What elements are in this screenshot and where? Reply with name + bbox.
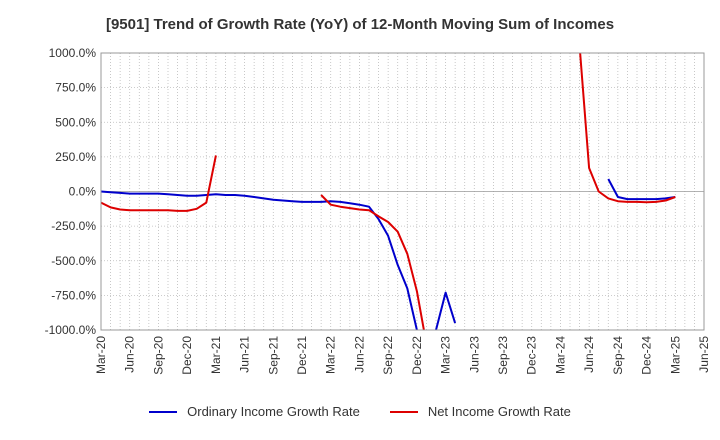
x-tick-label: Mar-20 [94, 336, 108, 374]
x-tick-label: Jun-25 [697, 336, 711, 373]
x-tick-label: Mar-22 [324, 336, 338, 374]
y-tick-label: 0.0% [69, 185, 97, 199]
legend-item-net-income: Net Income Growth Rate [389, 404, 571, 419]
x-tick-label: Jun-22 [352, 336, 366, 373]
series-line-net-income [101, 155, 217, 212]
series-line-ordinary-income [607, 178, 676, 201]
x-tick-label: Dec-23 [525, 336, 539, 375]
x-tick-label: Sep-21 [266, 336, 280, 375]
x-tick-label: Sep-23 [496, 336, 510, 375]
x-tick-label: Jun-24 [582, 336, 596, 373]
legend: Ordinary Income Growth Rate Net Income G… [0, 404, 720, 419]
x-tick-label: Dec-20 [180, 336, 194, 375]
legend-swatch-ordinary-income [149, 410, 178, 413]
y-tick-label: -250.0% [51, 219, 96, 233]
x-tick-label: Sep-22 [381, 336, 395, 375]
x-tick-label: Sep-24 [611, 336, 625, 375]
chart-title: [9501] Trend of Growth Rate (YoY) of 12-… [105, 16, 615, 33]
x-tick-label: Jun-23 [467, 336, 481, 373]
legend-swatch-net-income [389, 410, 418, 413]
x-tick-label: Jun-21 [238, 336, 252, 373]
x-tick-label: Sep-20 [151, 336, 165, 375]
legend-label-net-income: Net Income Growth Rate [427, 404, 571, 419]
x-tick-label: Dec-21 [295, 336, 309, 375]
x-tick-label: Mar-21 [209, 336, 223, 374]
y-tick-label: -750.0% [51, 288, 96, 302]
y-tick-label: 250.0% [55, 150, 96, 164]
y-tick-label: 500.0% [55, 115, 96, 129]
plot-frame [100, 52, 705, 331]
y-tick-label: -500.0% [51, 254, 96, 268]
series-line-net-income [579, 53, 676, 204]
x-tick-label: Mar-25 [668, 336, 682, 374]
x-tick-label: Dec-24 [640, 336, 654, 375]
x-tick-label: Mar-24 [553, 336, 567, 374]
series-line-ordinary-income [101, 190, 457, 330]
y-tick-label: -1000.0% [45, 323, 97, 337]
x-tick-label: Jun-20 [123, 336, 137, 373]
legend-label-ordinary-income: Ordinary Income Growth Rate [187, 404, 360, 419]
y-tick-label: 1000.0% [49, 46, 97, 60]
x-tick-label: Dec-22 [410, 336, 424, 375]
y-tick-label: 750.0% [55, 81, 96, 95]
legend-item-ordinary-income: Ordinary Income Growth Rate [149, 404, 360, 419]
x-tick-label: Mar-23 [439, 336, 453, 374]
series-line-net-income [320, 194, 425, 330]
